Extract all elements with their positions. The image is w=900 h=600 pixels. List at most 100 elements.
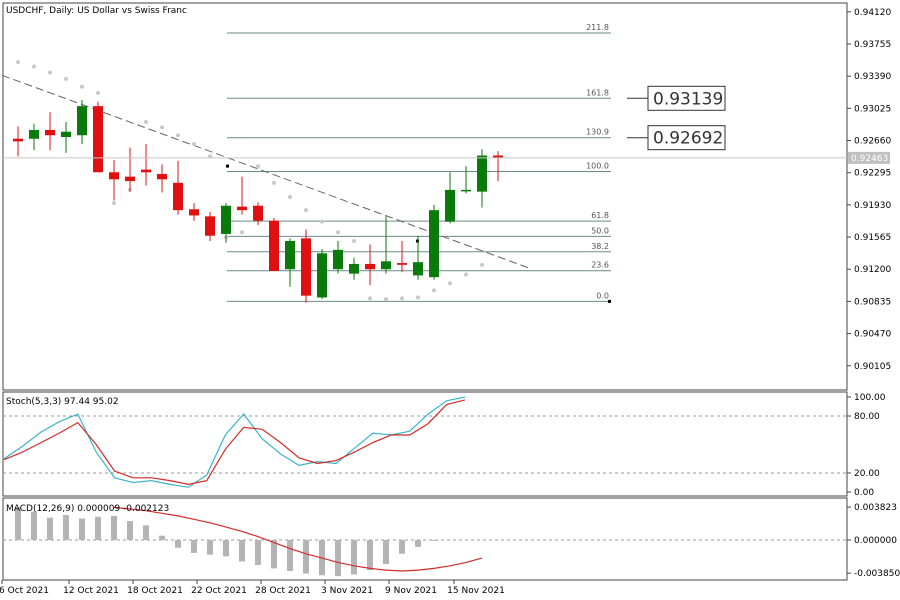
time-tick-label: 12 Oct 2021 bbox=[63, 586, 119, 596]
sar-dot bbox=[160, 125, 164, 130]
sar-dot bbox=[400, 296, 404, 301]
stoch-series-K bbox=[3, 396, 466, 488]
candle-down bbox=[189, 209, 199, 216]
macd-bar bbox=[15, 507, 21, 540]
price-tick-label: 0.90105 bbox=[854, 362, 891, 372]
sar-dot bbox=[176, 133, 180, 138]
main-pane-frame bbox=[2, 2, 848, 391]
candle-up bbox=[349, 263, 359, 274]
macd-bar bbox=[63, 515, 69, 540]
time-tick-label: 28 Oct 2021 bbox=[255, 586, 311, 596]
stochastic-lines bbox=[3, 396, 847, 488]
trendline-segment bbox=[1, 74, 531, 269]
fib-label: 161.8 bbox=[586, 88, 609, 97]
candle-down bbox=[109, 172, 119, 180]
candle-up bbox=[333, 249, 343, 270]
current-price-label: 0.92463 bbox=[851, 154, 888, 164]
fibonacci-retracement[interactable]: 0.0 23.6 38.2 50.0 61.8 100.0 130.9 161.8 211.8 0… bbox=[226, 23, 726, 303]
macd-tick-label: -0.003850 bbox=[854, 569, 900, 579]
stoch-pane-frame bbox=[2, 391, 848, 497]
sar-dot bbox=[384, 297, 388, 302]
sar-dot bbox=[192, 142, 196, 147]
macd-bar bbox=[159, 535, 165, 540]
macd-bar bbox=[431, 539, 437, 541]
stoch-tick-label: 20.00 bbox=[854, 469, 880, 479]
candle-down bbox=[253, 205, 263, 221]
fib-label: 23.6 bbox=[591, 261, 609, 270]
candle-up bbox=[461, 189, 471, 192]
candle-down bbox=[397, 263, 407, 265]
candle-down bbox=[141, 169, 151, 173]
main-pane[interactable]: 0.023.638.250.061.8100.0130.9161.8211.80… bbox=[1, 2, 891, 391]
sar-dot bbox=[64, 76, 68, 81]
candle-down bbox=[13, 138, 23, 142]
price-tick-label: 0.93755 bbox=[854, 40, 891, 50]
sar-dot bbox=[80, 84, 84, 89]
chart-title: USDCHF, Daily: US Dollar vs Swiss Franc bbox=[6, 6, 187, 16]
candle-down bbox=[125, 176, 135, 182]
candle-down bbox=[157, 174, 167, 180]
fib-label: 50.0 bbox=[591, 226, 609, 235]
macd-bar bbox=[399, 540, 405, 554]
time-tick-label: 9 Nov 2021 bbox=[385, 586, 437, 596]
sar-dot bbox=[112, 201, 116, 206]
fib-label: 211.8 bbox=[586, 23, 609, 32]
price-callout-box bbox=[647, 125, 726, 151]
time-tick-label: 18 Oct 2021 bbox=[127, 586, 183, 596]
fib-label: 61.8 bbox=[591, 211, 609, 220]
stoch-title: Stoch(5,3,3) 97.44 95.02 bbox=[6, 397, 119, 407]
price-tick-label: 0.90835 bbox=[854, 297, 891, 307]
candle-up bbox=[77, 106, 87, 136]
current-price-badge bbox=[848, 151, 890, 164]
candle-up bbox=[413, 262, 423, 276]
macd-axis: 0.003823 0.000000 -0.003850 bbox=[847, 503, 900, 579]
sar-dot bbox=[48, 70, 52, 75]
macd-bar bbox=[335, 540, 341, 577]
fib-anchor-point bbox=[608, 299, 611, 303]
candle-down bbox=[93, 106, 103, 173]
macd-tick-label: 0.003823 bbox=[854, 503, 897, 513]
macd-pane[interactable]: 0.003823 0.000000 -0.003850 MACD(12,26,9) … bbox=[2, 497, 900, 581]
candle-up bbox=[445, 189, 455, 222]
candle-up bbox=[317, 253, 327, 298]
sar-dot bbox=[448, 281, 452, 286]
macd-bar bbox=[191, 540, 197, 553]
sar-dot bbox=[432, 288, 436, 293]
macd-title: MACD(12,26,9) 0.000009 -0.002123 bbox=[6, 504, 169, 514]
price-tick-label: 0.93390 bbox=[854, 72, 891, 82]
fib-label: 130.9 bbox=[586, 128, 609, 137]
sar-dot bbox=[320, 219, 324, 224]
macd-bar bbox=[351, 540, 357, 575]
stoch-tick-label: 80.00 bbox=[854, 412, 880, 422]
macd-bar bbox=[415, 540, 421, 547]
macd-bar bbox=[287, 540, 293, 571]
candle-down bbox=[45, 129, 55, 136]
candle-up bbox=[29, 129, 39, 139]
macd-bar bbox=[367, 540, 373, 571]
price-tick-label: 0.93025 bbox=[854, 104, 891, 114]
candle-down bbox=[269, 220, 279, 271]
time-tick-label: 6 Oct 2021 bbox=[0, 586, 49, 596]
stoch-pane[interactable]: 100.00 80.00 20.00 0.00 Stoch(5,3,3) 97.44 … bbox=[2, 391, 886, 498]
macd-bar bbox=[95, 516, 101, 540]
candle-up bbox=[477, 155, 487, 192]
parabolic-sar bbox=[16, 60, 484, 302]
trendline[interactable] bbox=[1, 74, 531, 269]
sar-dot bbox=[464, 272, 468, 277]
stoch-tick-label: 100.00 bbox=[854, 393, 886, 403]
candle-down bbox=[205, 216, 215, 236]
macd-bar bbox=[383, 540, 389, 565]
candle-down bbox=[493, 155, 503, 159]
macd-bar bbox=[143, 525, 149, 540]
price-tick-label: 0.92295 bbox=[854, 169, 891, 179]
macd-bar bbox=[111, 515, 117, 540]
stoch-axis: 100.00 80.00 20.00 0.00 bbox=[847, 393, 886, 498]
price-axis[interactable]: 0.94120 0.93755 0.93390 0.93025 0.92660 0.922… bbox=[3, 8, 891, 372]
candle-up bbox=[221, 205, 231, 234]
time-axis[interactable]: 6 Oct 2021 12 Oct 2021 18 Oct 2021 22 Oct 2… bbox=[0, 580, 505, 596]
sar-dot bbox=[272, 180, 276, 185]
price-tick-label: 0.91565 bbox=[854, 233, 891, 243]
sar-dot bbox=[352, 239, 356, 244]
time-tick-label: 22 Oct 2021 bbox=[191, 586, 247, 596]
